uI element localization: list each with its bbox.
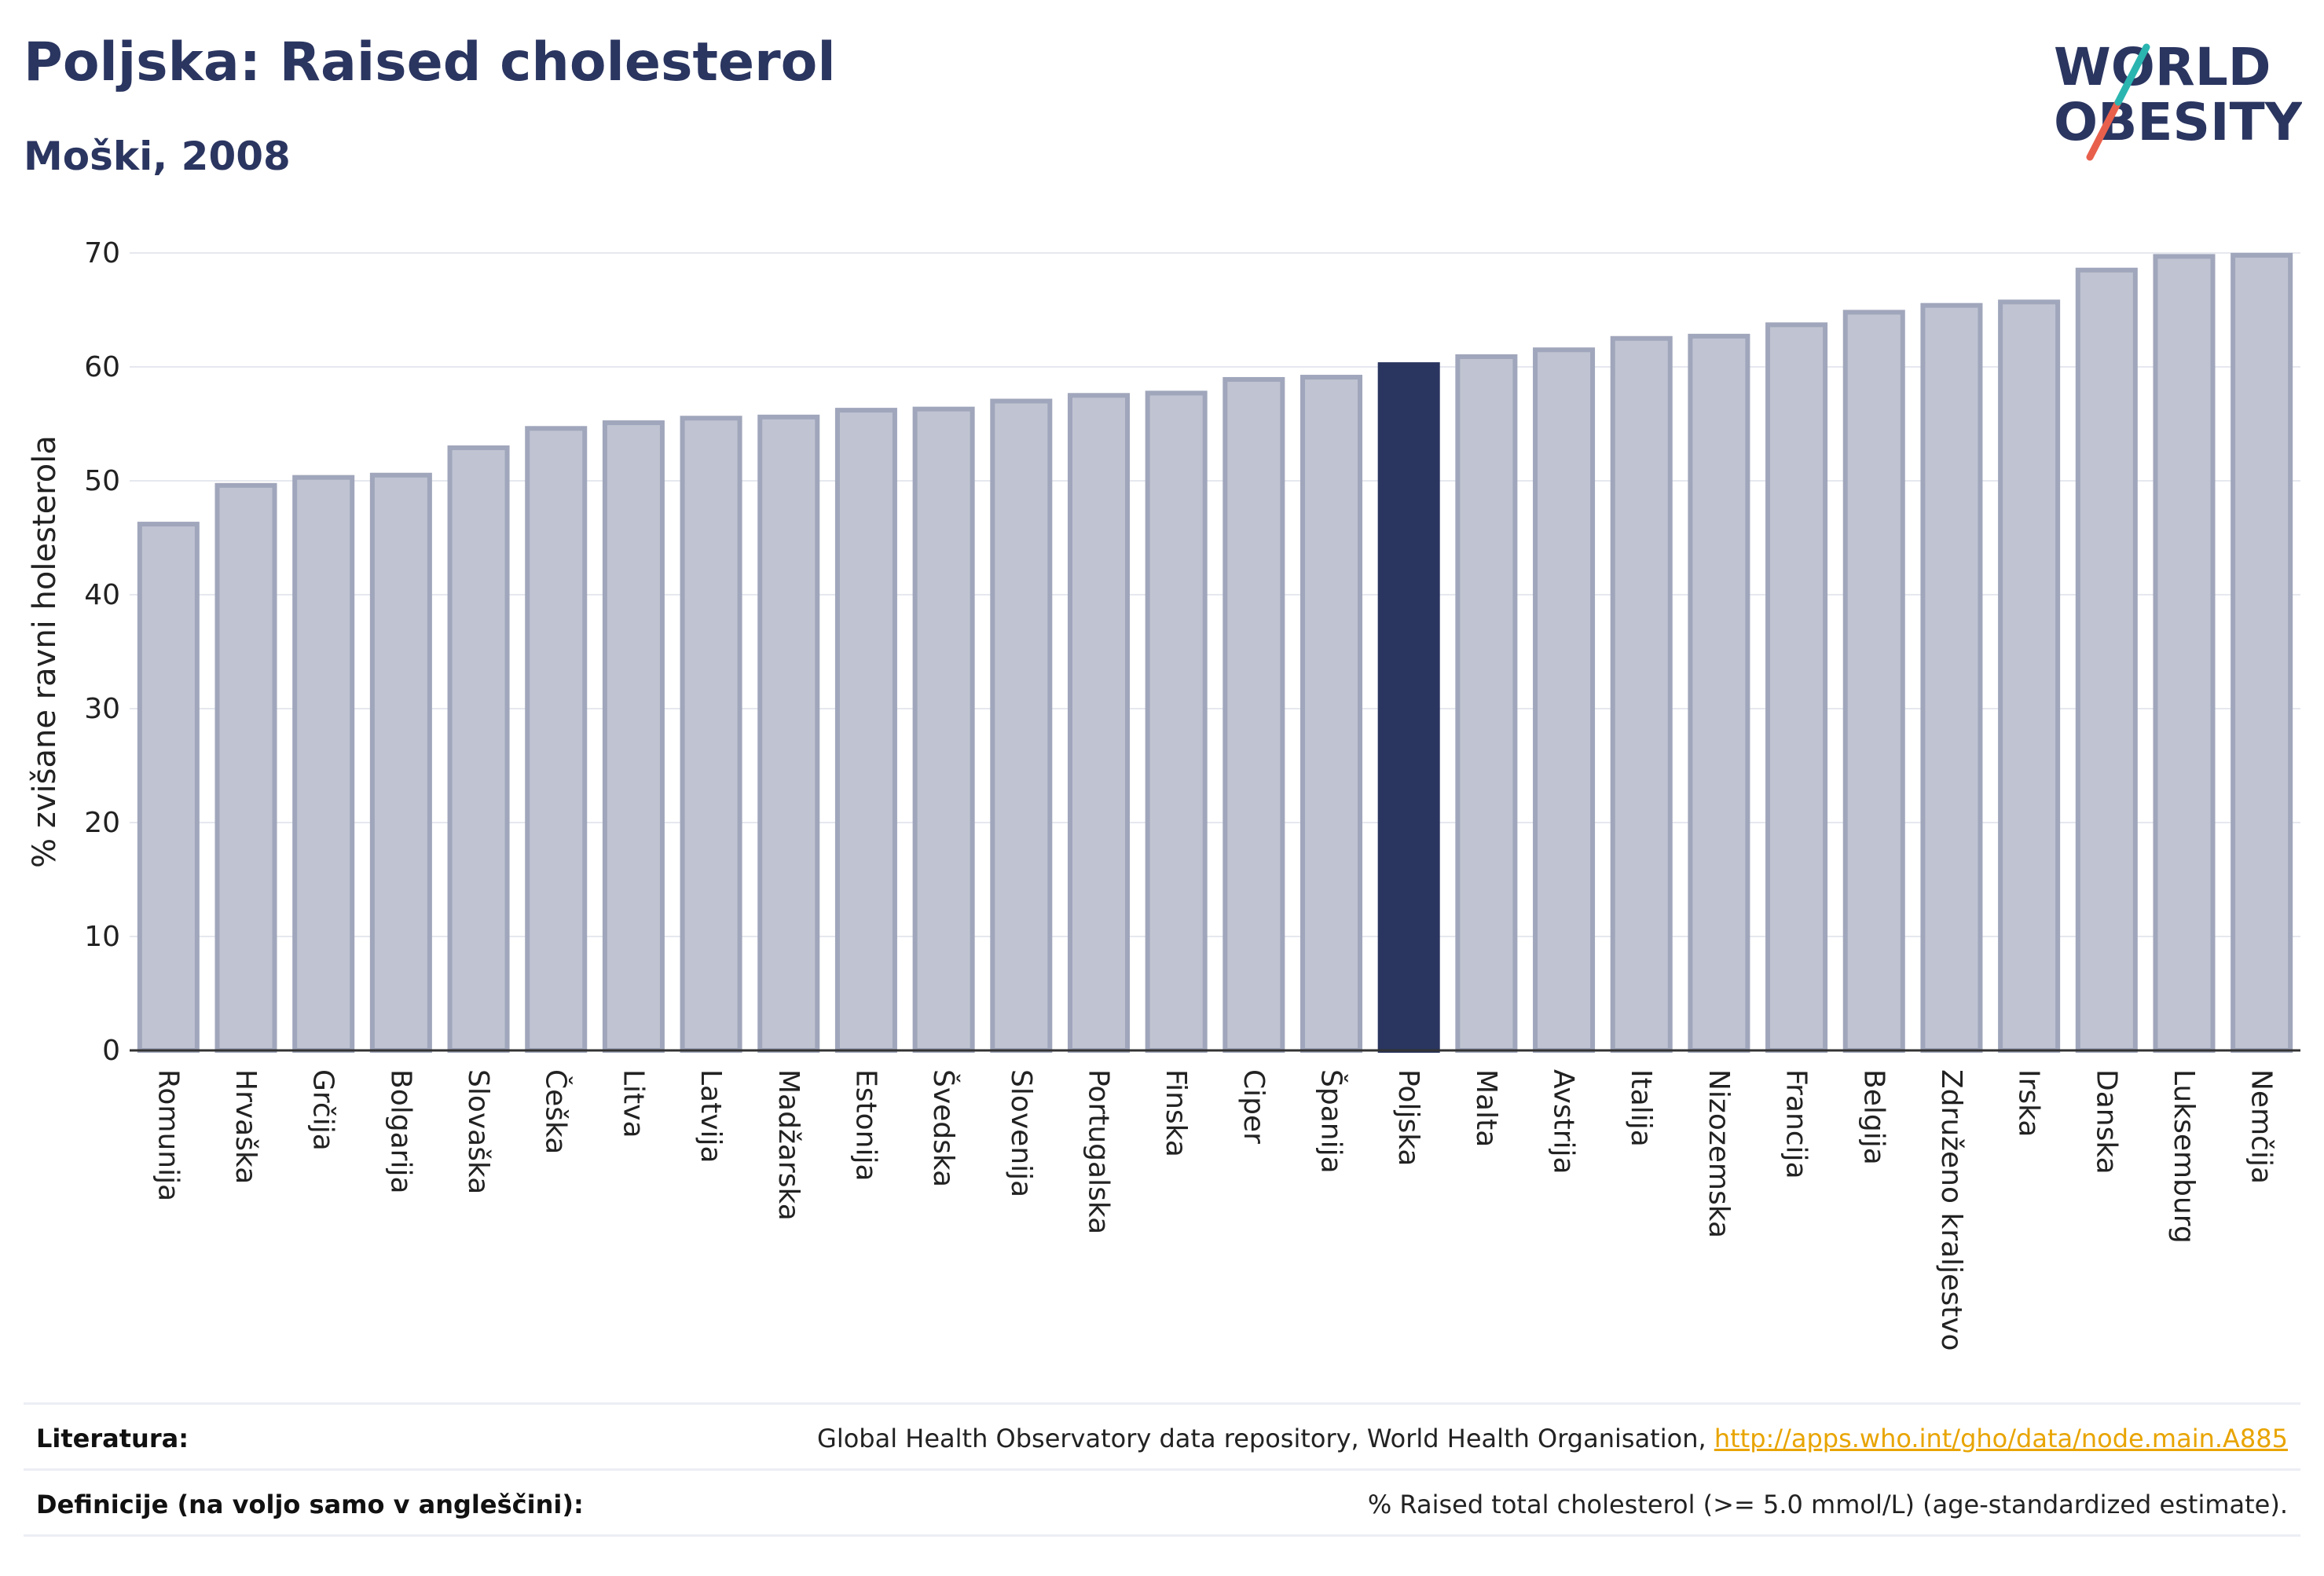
x-tick-label: Nizozemska (1703, 1069, 1735, 1238)
x-tick-label: Irska (2013, 1069, 2045, 1137)
y-axis-ticks: 0 10 20 30 40 50 60 70 (84, 237, 120, 1067)
bar (1920, 302, 1983, 1053)
x-tick-label: Portugalska (1082, 1069, 1114, 1234)
bar (1610, 335, 1673, 1053)
bar (1688, 333, 1750, 1054)
y-tick-label: 70 (84, 237, 120, 269)
bar (680, 416, 742, 1053)
bar (602, 420, 665, 1053)
bar (369, 472, 432, 1053)
bar (1067, 393, 1130, 1053)
x-tick-label: Španija (1315, 1069, 1348, 1174)
references-label: Literatura: (36, 1424, 189, 1453)
x-axis-ticks: Romunija Hrvaška Grčija Bolgarija Slovaška Če… (152, 1069, 2277, 1351)
x-tick-label: Češka (540, 1069, 573, 1154)
bar-highlighted (1377, 362, 1440, 1054)
bar (1300, 375, 1363, 1053)
x-tick-label: Združeno kraljestvo (1935, 1069, 1967, 1351)
bar (990, 398, 1053, 1053)
x-tick-label: Švedska (927, 1069, 960, 1187)
x-tick-label: Latvija (695, 1069, 727, 1164)
x-tick-label: Slovenija (1005, 1069, 1037, 1197)
logo-slash-teal (2114, 43, 2150, 106)
y-tick-label: 20 (84, 807, 120, 839)
x-tick-label: Madžarska (772, 1069, 805, 1221)
x-tick-label: Nemčija (2245, 1069, 2278, 1184)
x-tick-label: Romunija (152, 1069, 184, 1201)
x-tick-label: Poljska (1392, 1069, 1424, 1167)
bar (1222, 376, 1285, 1053)
logo-line1: WORLD (2054, 37, 2271, 97)
bar (137, 522, 200, 1053)
y-tick-label: 0 (102, 1035, 120, 1067)
bar (1998, 299, 2061, 1054)
logo-slash-red (2086, 98, 2122, 161)
x-tick-label: Luksemburg (2168, 1069, 2200, 1244)
bar (1145, 390, 1208, 1054)
bar-chart: 0 10 20 30 40 50 60 70 Romunija Hrvaška Grčija Bol… (27, 237, 2300, 1351)
bar (2075, 267, 2138, 1053)
y-tick-label: 30 (84, 693, 120, 725)
x-tick-label: Estonija (849, 1069, 882, 1182)
bar (214, 482, 277, 1053)
x-tick-label: Finska (1160, 1069, 1192, 1157)
references-link[interactable]: http://apps.who.int/gho/data/node.main.A… (1714, 1424, 2288, 1453)
world-obesity-logo: WORLD OBESITY (2054, 37, 2302, 161)
x-tick-label: Litva (617, 1069, 649, 1138)
bar (447, 445, 510, 1053)
x-tick-label: Ciper (1237, 1069, 1270, 1144)
definitions-label: Definicije (na voljo samo v angleščini): (36, 1490, 584, 1519)
x-tick-label: Slovaška (462, 1069, 494, 1194)
y-tick-label: 10 (84, 921, 120, 953)
bar (757, 414, 820, 1053)
bar (292, 475, 355, 1053)
bar (525, 426, 588, 1053)
x-tick-label: Italija (1625, 1069, 1657, 1147)
bar (912, 406, 975, 1053)
x-tick-label: Bolgarija (384, 1069, 416, 1194)
bar (1533, 347, 1596, 1053)
y-tick-label: 40 (84, 579, 120, 611)
y-tick-label: 60 (84, 351, 120, 383)
y-tick-label: 50 (84, 465, 120, 497)
definitions-text: % Raised total cholesterol (>= 5.0 mmol/… (1367, 1490, 2288, 1519)
x-tick-label: Danska (2090, 1069, 2122, 1175)
page-title: Poljska: Raised cholesterol (24, 31, 836, 93)
definitions-row: Definicije (na voljo samo v angleščini):… (24, 1468, 2300, 1537)
page-subtitle: Moški, 2008 (24, 134, 291, 179)
x-tick-label: Grčija (307, 1069, 339, 1151)
x-tick-label: Francija (1780, 1069, 1813, 1179)
x-tick-label: Malta (1470, 1069, 1502, 1147)
bar (1765, 322, 1828, 1054)
x-tick-label: Belgija (1857, 1069, 1890, 1165)
bar (834, 408, 897, 1053)
bar (1842, 310, 1905, 1053)
bar (1455, 354, 1518, 1053)
bar (2153, 254, 2216, 1054)
references-row: Literatura: Global Health Observatory da… (24, 1402, 2300, 1471)
x-tick-label: Hrvaška (229, 1069, 262, 1184)
bar (2231, 252, 2293, 1053)
y-axis-label: % zvišane ravni holesterola (27, 435, 63, 868)
footer-bottom-line (24, 1534, 2300, 1537)
references-text: Global Health Observatory data repositor… (817, 1424, 1714, 1453)
bars (137, 252, 2293, 1054)
x-tick-label: Avstrija (1548, 1069, 1580, 1175)
references-value: Global Health Observatory data repositor… (817, 1424, 2288, 1453)
